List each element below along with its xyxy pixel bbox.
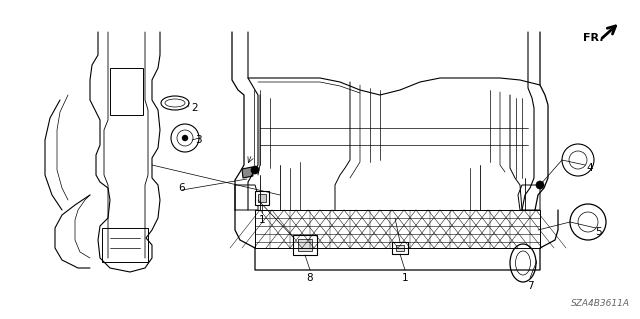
Circle shape — [536, 181, 544, 189]
Text: 7: 7 — [527, 281, 533, 291]
Polygon shape — [392, 242, 408, 254]
Text: FR.: FR. — [583, 33, 604, 43]
Text: 6: 6 — [179, 183, 186, 193]
Text: SZA4B3611A: SZA4B3611A — [571, 299, 630, 308]
Polygon shape — [298, 239, 312, 251]
Text: 5: 5 — [595, 227, 602, 237]
Polygon shape — [242, 167, 253, 178]
Text: 3: 3 — [195, 135, 202, 145]
Circle shape — [251, 166, 259, 174]
Circle shape — [182, 135, 188, 141]
Polygon shape — [255, 191, 269, 205]
Text: 4: 4 — [587, 163, 593, 173]
Text: 1: 1 — [402, 273, 408, 283]
Text: 8: 8 — [307, 273, 314, 283]
Polygon shape — [396, 245, 404, 251]
Text: 1: 1 — [259, 215, 266, 225]
Polygon shape — [293, 235, 317, 255]
Text: 2: 2 — [192, 103, 198, 113]
Polygon shape — [258, 194, 266, 202]
